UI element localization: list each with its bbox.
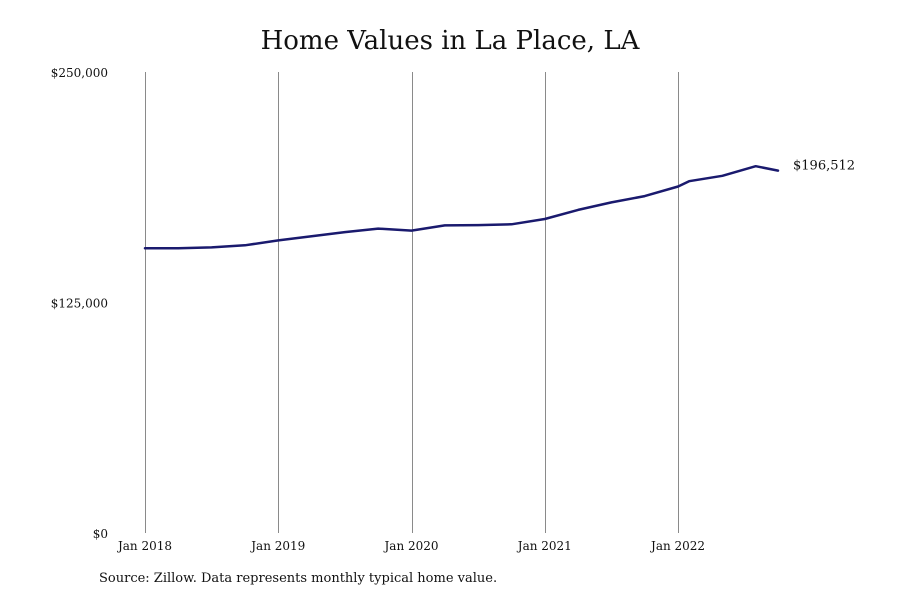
y-tick-label: $0 <box>93 527 108 541</box>
series-line-0 <box>143 164 780 250</box>
x-axis-ticks: Jan 2018 Jan 2019 Jan 2020 Jan 2021 Jan 2022 <box>116 539 705 553</box>
x-tick-label: Jan 2022 <box>649 539 705 553</box>
data-labels: $196,512 <box>793 159 855 174</box>
y-tick-label: $125,000 <box>51 297 108 311</box>
gridlines <box>145 72 679 533</box>
y-axis-ticks: $0 $125,000 $250,000 <box>51 66 108 541</box>
x-tick-label: Jan 2021 <box>516 539 572 553</box>
x-tick-label: Jan 2019 <box>249 539 305 553</box>
y-tick-label: $250,000 <box>51 66 108 80</box>
source-note: Source: Zillow. Data represents monthly … <box>99 571 498 586</box>
last-value-label: $196,512 <box>793 159 855 174</box>
chart-title: Home Values in La Place, LA <box>260 26 640 56</box>
x-tick-label: Jan 2020 <box>383 539 439 553</box>
x-tick-label: Jan 2018 <box>116 539 172 553</box>
series-layer <box>143 164 780 250</box>
